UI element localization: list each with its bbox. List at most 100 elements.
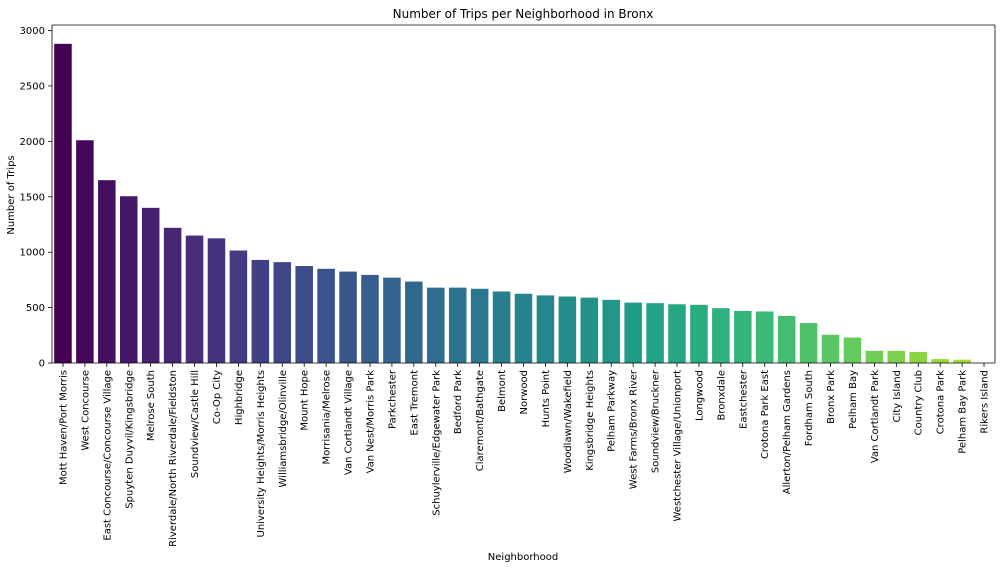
x-tick-label: Fordham South bbox=[804, 370, 815, 446]
bar bbox=[448, 287, 467, 363]
bar bbox=[383, 277, 401, 363]
bar bbox=[953, 359, 971, 363]
x-tick-label: Spuyten Duyvil/Kingsbridge bbox=[124, 370, 135, 509]
x-tick-label: Woodlawn/Wakefield bbox=[563, 370, 574, 473]
x-tick-label: Riverdale/North Riverdale/Fieldston bbox=[168, 370, 179, 547]
x-tick-label: Westchester Village/Unionport bbox=[673, 370, 684, 522]
bar bbox=[799, 323, 818, 363]
bar bbox=[909, 351, 928, 363]
x-tick-label: Pelham Bay Park bbox=[958, 370, 969, 454]
x-tick-label: Norwood bbox=[519, 370, 530, 414]
x-tick-label: Claremont/Bathgate bbox=[475, 370, 486, 471]
bar bbox=[54, 43, 72, 364]
bar bbox=[777, 315, 796, 363]
bar bbox=[843, 337, 862, 363]
x-tick-label: Mott Haven/Port Morris bbox=[58, 370, 69, 485]
bar bbox=[690, 304, 708, 363]
bar bbox=[536, 295, 555, 363]
y-tick-label: 0 bbox=[39, 359, 45, 370]
bar bbox=[98, 180, 116, 363]
chart-title: Number of Trips per Neighborhood in Bron… bbox=[393, 7, 654, 21]
bar bbox=[492, 291, 511, 363]
bar bbox=[821, 334, 840, 363]
bar bbox=[119, 196, 138, 363]
y-axis-label: Number of Trips bbox=[6, 155, 17, 234]
bar bbox=[163, 227, 182, 363]
y-tick-label: 2000 bbox=[20, 137, 45, 148]
bar bbox=[734, 310, 752, 363]
x-tick-label: Van Nest/Morris Park bbox=[365, 370, 376, 474]
y-tick-label: 3000 bbox=[20, 26, 45, 37]
x-tick-label: Hunts Point bbox=[541, 370, 552, 427]
bar bbox=[229, 250, 248, 363]
x-tick-label: Parkchester bbox=[387, 369, 398, 429]
x-axis: Mott Haven/Port Morris West Concourse East… bbox=[58, 363, 991, 547]
bar bbox=[865, 350, 884, 363]
bar bbox=[755, 311, 774, 363]
x-tick-label: University Heights/Morris Heights bbox=[256, 370, 267, 538]
bar bbox=[405, 281, 423, 363]
bar bbox=[76, 140, 94, 363]
bar bbox=[931, 359, 949, 363]
bar bbox=[646, 303, 664, 363]
bar bbox=[558, 296, 577, 363]
bar bbox=[339, 271, 357, 363]
x-tick-label: East Tremont bbox=[409, 370, 420, 436]
x-tick-label: Belmont bbox=[497, 370, 508, 412]
x-tick-label: Country Club bbox=[914, 370, 925, 435]
bars-group bbox=[54, 43, 993, 364]
y-tick-label: 2500 bbox=[20, 81, 45, 92]
x-tick-label: Kingsbridge Heights bbox=[585, 370, 596, 471]
x-tick-label: West Concourse bbox=[80, 370, 91, 451]
bar bbox=[273, 262, 292, 363]
x-tick-label: Highbridge bbox=[234, 370, 245, 425]
bar bbox=[251, 259, 270, 363]
x-tick-label: Mount Hope bbox=[300, 370, 311, 431]
x-tick-label: Morrisania/Melrose bbox=[322, 370, 333, 464]
bar bbox=[514, 293, 533, 363]
x-tick-label: Bedford Park bbox=[453, 370, 464, 434]
bar bbox=[602, 299, 620, 363]
x-tick-label: Pelham Bay bbox=[848, 370, 859, 429]
bar bbox=[317, 268, 335, 363]
x-tick-label: City Island bbox=[892, 370, 903, 423]
x-tick-label: Soundview/Castle Hill bbox=[190, 370, 201, 478]
y-axis: 0 500 1000 1500 2000 2500 3000 bbox=[20, 26, 52, 370]
x-tick-label: Van Cortlandt Village bbox=[344, 370, 355, 475]
x-tick-label: Co-Op City bbox=[212, 370, 223, 424]
bar bbox=[712, 308, 730, 363]
x-tick-label: Allerton/Pelham Gardens bbox=[782, 370, 793, 494]
x-tick-label: Crotona Park bbox=[936, 370, 947, 434]
x-tick-label: Van Cortlandt Park bbox=[870, 370, 881, 463]
bar bbox=[185, 235, 204, 363]
bar bbox=[668, 304, 686, 363]
bar bbox=[887, 350, 906, 363]
x-tick-label: West Farms/Bronx River bbox=[629, 369, 640, 489]
x-tick-label: Pelham Parkway bbox=[607, 370, 618, 452]
bar bbox=[580, 297, 599, 363]
x-tick-label: Crotona Park East bbox=[760, 370, 771, 459]
x-tick-label: Soundview/Bruckner bbox=[651, 369, 662, 473]
bar bbox=[207, 238, 226, 363]
x-tick-label: Eastchester bbox=[738, 369, 749, 429]
bar bbox=[361, 274, 379, 363]
x-tick-label: Melrose South bbox=[146, 370, 157, 441]
y-tick-label: 1500 bbox=[20, 192, 45, 203]
x-tick-label: East Concourse/Concourse Village bbox=[102, 370, 113, 541]
bar bbox=[624, 302, 642, 363]
y-tick-label: 500 bbox=[26, 303, 45, 314]
x-tick-label: Schuylerville/Edgewater Park bbox=[431, 370, 442, 516]
y-tick-label: 1000 bbox=[20, 248, 45, 259]
axes-frame bbox=[51, 24, 996, 364]
bar bbox=[470, 288, 489, 363]
bar bbox=[427, 287, 445, 363]
x-tick-label: Longwood bbox=[694, 370, 705, 421]
bar bbox=[295, 266, 313, 363]
x-tick-label: Rikers Island bbox=[980, 370, 991, 434]
x-tick-label: Bronx Park bbox=[826, 370, 837, 424]
x-tick-label: Williamsbridge/Olinville bbox=[278, 370, 289, 488]
x-axis-label: Neighborhood bbox=[488, 552, 558, 563]
x-tick-label: Bronxdale bbox=[716, 370, 727, 421]
